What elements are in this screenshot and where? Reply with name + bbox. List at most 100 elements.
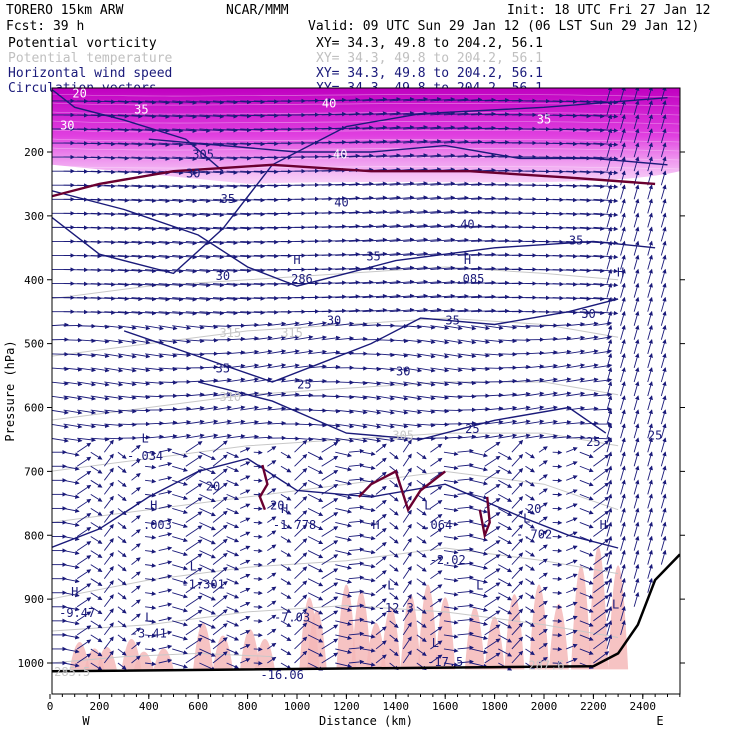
circulation-vector	[660, 240, 667, 256]
circulation-vector	[579, 310, 605, 316]
x-tick-label: 0	[47, 700, 54, 713]
circulation-vector	[579, 198, 605, 203]
circulation-vector	[620, 114, 626, 130]
circulation-vector	[443, 209, 469, 215]
legend-pv-xy: XY= 34.3, 49.8 to 204.2, 56.1	[316, 36, 543, 51]
circulation-vector	[389, 279, 415, 285]
circulation-vector	[443, 251, 469, 257]
circulation-vector	[566, 169, 592, 175]
circulation-vector	[145, 100, 170, 105]
contour-label: 305	[392, 428, 414, 442]
circulation-vector	[443, 237, 469, 243]
x-tick-label: 200	[89, 700, 109, 713]
circulation-vector	[117, 282, 143, 288]
circulation-vector	[172, 268, 198, 274]
circulation-vector	[660, 226, 667, 242]
circulation-vector	[484, 196, 510, 201]
circulation-vector	[335, 111, 361, 117]
contour-label: 30	[216, 269, 230, 283]
circulation-vector	[389, 209, 415, 214]
circulation-vector	[362, 111, 388, 116]
circulation-vector	[348, 294, 374, 299]
circulation-vector	[212, 142, 238, 147]
circulation-vector	[212, 296, 238, 302]
circulation-vector	[566, 282, 592, 287]
circulation-vector	[660, 198, 667, 214]
circulation-vector	[348, 111, 374, 116]
circulation-vector	[185, 311, 211, 316]
circulation-vector	[484, 252, 510, 258]
circulation-vector	[321, 266, 347, 271]
circulation-vector	[253, 253, 279, 259]
circulation-vector	[104, 184, 130, 189]
circulation-vector	[416, 125, 442, 130]
circulation-vector	[471, 238, 497, 243]
x-tick-label: 2200	[580, 700, 607, 713]
circulation-vector	[131, 198, 157, 204]
circulation-vector	[117, 114, 143, 119]
circulation-vector	[117, 226, 143, 231]
circulation-vector	[416, 153, 442, 158]
circulation-vector	[362, 307, 388, 313]
circulation-vector	[185, 114, 211, 119]
contour-label: -1.778	[273, 518, 316, 532]
contour-label: H	[617, 266, 624, 280]
contour-label: 20	[72, 87, 86, 101]
circulation-vector	[131, 254, 157, 260]
circulation-vector	[240, 155, 266, 161]
circulation-vector	[199, 114, 225, 119]
circulation-vector	[131, 226, 157, 232]
circulation-vector	[579, 128, 605, 133]
circulation-vector	[471, 280, 497, 285]
contour-label: 30	[186, 167, 200, 181]
circulation-vector	[199, 240, 225, 246]
circulation-vector	[104, 212, 130, 217]
circulation-vector	[90, 127, 116, 133]
circulation-vector	[253, 169, 279, 175]
circulation-vector	[430, 265, 456, 271]
circulation-vector	[376, 293, 401, 299]
circulation-vector	[660, 114, 667, 130]
circulation-vector	[443, 139, 469, 144]
circulation-vector	[348, 97, 374, 102]
contour-label: 286	[291, 272, 313, 286]
contour-label: -3.41	[131, 626, 167, 640]
circulation-vector	[52, 322, 69, 328]
circulation-vector	[253, 281, 279, 287]
contour-label: L	[145, 610, 152, 624]
circulation-vector	[660, 282, 667, 298]
contour-label: 40	[322, 96, 336, 110]
circulation-vector	[131, 156, 157, 161]
circulation-vector	[566, 113, 592, 119]
circulation-vector	[593, 282, 619, 288]
circulation-vector	[348, 308, 374, 313]
circulation-vector	[376, 223, 401, 228]
circulation-vector	[484, 294, 510, 300]
circulation-vector	[552, 99, 578, 104]
circulation-vector	[321, 210, 347, 215]
circulation-vector	[633, 128, 640, 144]
circulation-vector	[457, 181, 483, 187]
circulation-vector	[321, 111, 347, 117]
circulation-vector	[348, 125, 374, 130]
circulation-vector	[484, 126, 510, 131]
circulation-vector	[552, 169, 578, 175]
circulation-vector	[566, 184, 592, 189]
contour-label: -17.5	[427, 655, 463, 669]
circulation-vector	[321, 224, 347, 229]
circulation-vectors	[52, 88, 667, 671]
circulation-vector	[348, 195, 374, 201]
circulation-vector	[606, 212, 613, 228]
circulation-vector	[240, 127, 266, 133]
circulation-vector	[443, 111, 469, 116]
circulation-vector	[117, 184, 143, 189]
circulation-vector	[335, 195, 361, 201]
circulation-vector	[335, 294, 361, 299]
circulation-vector	[362, 125, 388, 130]
circulation-vector	[199, 212, 225, 218]
contour-label: H	[281, 502, 288, 516]
circulation-vector	[212, 170, 238, 175]
circulation-vector	[403, 181, 429, 186]
x-tick-label: 1600	[432, 700, 459, 713]
x-tick-label: 2000	[531, 700, 558, 713]
